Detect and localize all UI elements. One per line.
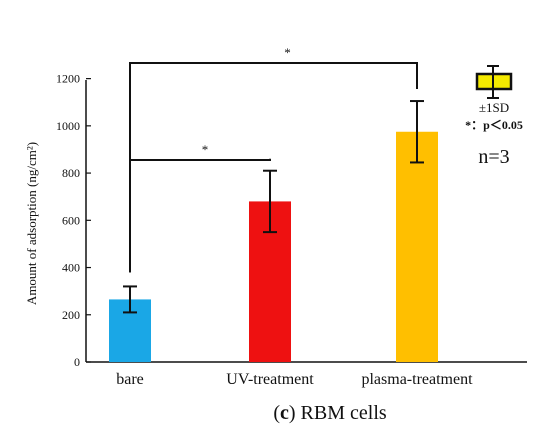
legend: ±1SD *：p＜0.05 n=3 (465, 65, 523, 168)
legend-n-label: n=3 (478, 146, 509, 168)
y-axis-label: Amount of adsorption (ng/cm²) (24, 142, 39, 305)
x-category-label: plasma-treatment (361, 371, 473, 388)
significance-bracket (129, 62, 418, 273)
y-tick-label: 600 (62, 213, 80, 227)
axes (85, 80, 527, 363)
caption-letter: c (280, 402, 289, 424)
significance-star: * (284, 45, 291, 60)
significance-brackets: ** (129, 45, 418, 273)
y-ticks: 0 200 400 600 800 1000 1200 (56, 72, 91, 369)
legend-sd-label: ±1SD (479, 100, 509, 115)
category-labels: bare UV-treatment plasma-treatment (116, 371, 473, 388)
y-tick-label: 200 (62, 308, 80, 322)
bar (396, 131, 438, 362)
x-category-label: bare (116, 371, 144, 388)
significance-star: * (202, 142, 209, 157)
error-bars (123, 100, 424, 314)
caption-text: RBM cells (301, 402, 387, 424)
x-category-label: UV-treatment (226, 371, 314, 388)
y-tick-label: 1200 (56, 72, 80, 86)
figure-caption: (c) RBM cells (273, 402, 387, 424)
legend-p-label: *：p＜0.05 (465, 118, 523, 132)
y-tick-label: 800 (62, 166, 80, 180)
y-tick-label: 1000 (56, 119, 80, 133)
bars (109, 131, 438, 362)
y-tick-label: 0 (74, 355, 80, 369)
y-tick-label: 400 (62, 261, 80, 275)
